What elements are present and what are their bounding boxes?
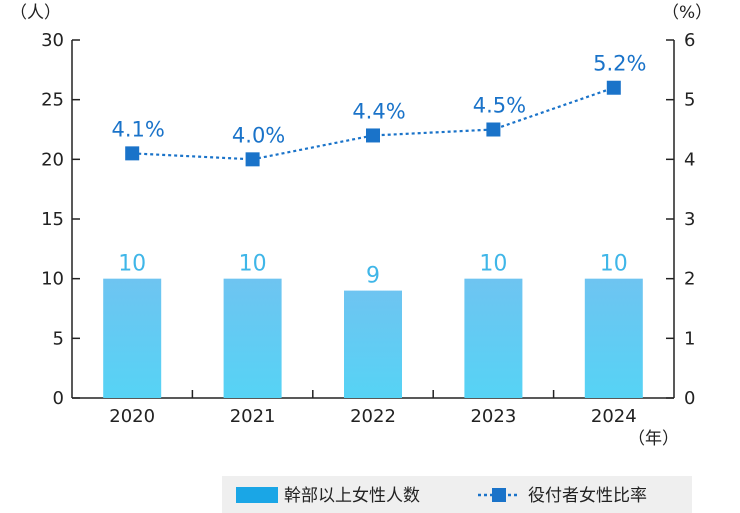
ratio-value-label: 4.4% (352, 99, 405, 123)
ratio-line (132, 86, 615, 161)
bar-value-label: 9 (366, 264, 380, 289)
legend-bar-swatch (236, 487, 278, 503)
right-tick-label: 4 (684, 149, 695, 170)
ratio-point (486, 122, 501, 137)
ratio-value-label: 5.2% (593, 52, 646, 76)
left-tick-label: 15 (41, 209, 64, 230)
right-ticks: 0 1 2 3 4 5 6 (666, 30, 695, 409)
bar (344, 290, 402, 398)
ratio-point (125, 146, 140, 161)
left-tick-label: 25 (41, 90, 64, 111)
ratio-value-label: 4.5% (473, 94, 526, 118)
left-tick-label: 5 (53, 328, 64, 349)
ratio-point (366, 128, 380, 143)
bar (464, 278, 523, 398)
x-axis-unit: （年） (628, 429, 679, 449)
x-tick-label: 2023 (470, 406, 516, 427)
right-tick-label: 5 (684, 90, 695, 111)
ratio-value-label: 4.0% (232, 123, 285, 147)
right-tick-label: 2 (684, 269, 695, 290)
bar (584, 278, 643, 398)
ratio-value-label: 4.1% (112, 117, 165, 141)
ratio-point (606, 80, 621, 95)
line-series (125, 80, 621, 167)
left-ticks: 0 5 10 15 20 25 30 (41, 30, 80, 409)
bar-value-label: 10 (600, 252, 628, 277)
legend-line-label: 役付者女性比率 (528, 486, 647, 506)
left-axis-unit: （人） (10, 3, 61, 23)
ratio-point (245, 152, 260, 167)
x-tick-label: 2022 (350, 406, 396, 427)
right-axis-unit: （%） (662, 3, 712, 23)
bars (103, 278, 643, 398)
bar (103, 278, 162, 398)
legend-bar-label: 幹部以上女性人数 (284, 485, 420, 506)
bar-value-label: 10 (479, 252, 507, 277)
right-tick-label: 0 (684, 388, 695, 409)
left-tick-label: 0 (53, 388, 64, 409)
point-labels: 4.1% 4.0% 4.4% 4.5% 5.2% (112, 52, 647, 148)
right-tick-label: 1 (684, 328, 695, 349)
legend-background (222, 476, 692, 513)
bar-value-label: 10 (118, 252, 146, 277)
x-tick-label: 2021 (230, 406, 276, 427)
x-ticks: 2020 2021 2022 2023 2024 (109, 390, 637, 427)
left-tick-label: 30 (41, 30, 64, 51)
right-tick-label: 3 (684, 209, 695, 230)
bar-labels: 10 10 9 10 10 (118, 252, 628, 289)
legend-line-marker (492, 488, 506, 502)
left-tick-label: 20 (41, 149, 64, 170)
right-tick-label: 6 (684, 30, 695, 51)
bar-value-label: 10 (239, 252, 267, 277)
legend: 幹部以上女性人数 役付者女性比率 (222, 476, 692, 513)
left-tick-label: 10 (41, 269, 64, 290)
x-tick-label: 2024 (591, 406, 637, 427)
x-tick-label: 2020 (109, 406, 155, 427)
bar (223, 278, 282, 398)
